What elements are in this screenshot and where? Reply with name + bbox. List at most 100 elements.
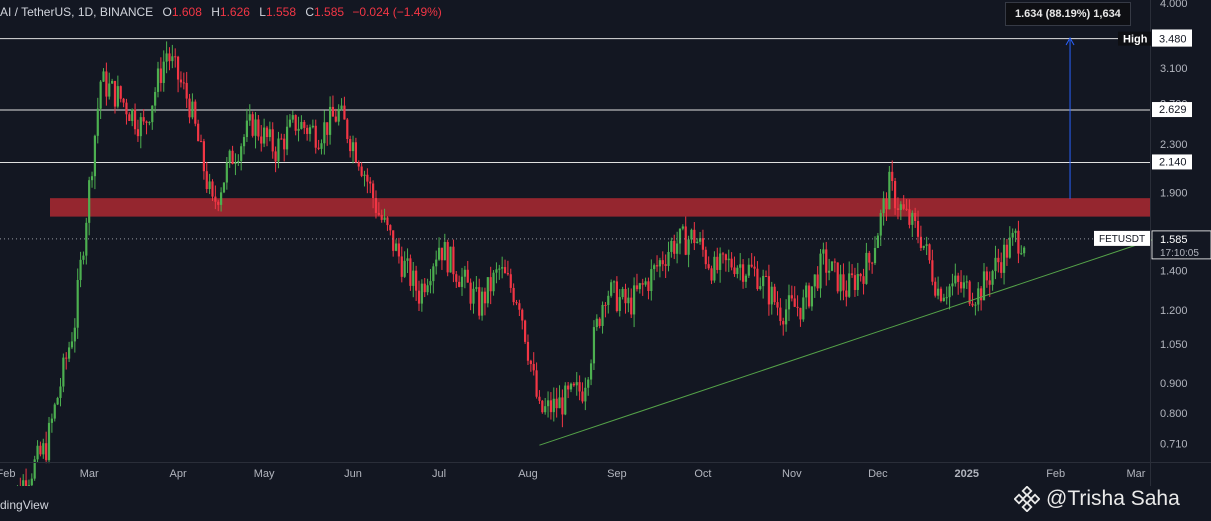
candle-body-220 — [635, 285, 639, 290]
candle-body-99 — [288, 119, 292, 127]
candle-body-281 — [810, 286, 814, 307]
candle-body-275 — [793, 298, 796, 307]
candle-body-293 — [845, 290, 848, 297]
candle-body-266 — [767, 276, 770, 305]
candle-body-348 — [1002, 244, 1006, 273]
candle-body-60 — [176, 56, 180, 80]
candle-body-131 — [380, 214, 383, 220]
candle-body-165 — [478, 287, 481, 316]
candle-body-283 — [816, 274, 819, 289]
candle-body-110 — [320, 143, 323, 149]
candle-body-324 — [934, 281, 937, 296]
candle-body-51 — [151, 105, 154, 123]
y-tick-6: 1.200 — [1160, 305, 1188, 317]
symbol-tag-box — [1094, 230, 1150, 246]
candle-body-74 — [217, 201, 220, 205]
candle-body-132 — [383, 217, 386, 220]
candle-body-296 — [853, 275, 857, 290]
candle-body-63 — [185, 82, 188, 99]
candle-body-241 — [696, 241, 699, 244]
candle-body-173 — [501, 267, 504, 269]
candle-body-192 — [555, 398, 558, 409]
candle-body-330 — [951, 283, 954, 287]
candle-body-134 — [389, 225, 392, 231]
candle-body-31 — [93, 135, 97, 177]
candle-body-238 — [687, 239, 690, 255]
candle-body-168 — [486, 277, 489, 304]
candle-body-203 — [587, 379, 590, 388]
candle-body-271 — [782, 321, 785, 325]
candle-body-240 — [693, 229, 696, 244]
x-tick-8: Oct — [694, 468, 711, 480]
candle-body-346 — [997, 257, 1000, 263]
candle-body-12 — [39, 445, 42, 455]
level-label-2-box — [1152, 154, 1192, 170]
candle-body-35 — [105, 71, 108, 97]
legend-open-label: O — [162, 5, 172, 19]
candle-body-97 — [283, 138, 286, 150]
x-tick-2: Apr — [170, 468, 187, 480]
candle-body-315 — [908, 209, 911, 225]
candle-body-11 — [36, 445, 39, 460]
x-tick-10: Dec — [868, 468, 888, 480]
candle-body-187 — [541, 400, 544, 413]
y-tick-5: 1.400 — [1160, 266, 1188, 278]
candle-body-105 — [306, 127, 309, 134]
candle-body-95 — [277, 138, 280, 162]
candle-body-270 — [779, 307, 782, 322]
candle-body-323 — [931, 260, 934, 282]
candle-body-61 — [179, 79, 183, 83]
candle-body-76 — [222, 182, 226, 193]
candle-body-228 — [658, 260, 662, 267]
candle-body-77 — [225, 162, 228, 183]
candle-body-22 — [67, 347, 71, 359]
y-tick-8: 0.900 — [1160, 378, 1188, 390]
candle-body-158 — [458, 281, 461, 287]
candle-body-98 — [285, 126, 289, 150]
candle-body-111 — [323, 122, 326, 144]
x-tick-9: Nov — [782, 468, 802, 480]
candle-body-93 — [271, 129, 274, 152]
legend-close-label: C — [305, 5, 315, 19]
y-tick-4: 1.900 — [1160, 188, 1188, 200]
candle-body-125 — [363, 174, 366, 176]
candle-body-249 — [719, 253, 722, 270]
candle-body-207 — [598, 318, 601, 326]
candle-body-190 — [549, 400, 553, 413]
candle-body-354 — [1020, 253, 1023, 255]
candle-body-156 — [452, 246, 455, 275]
candle-body-79 — [231, 150, 234, 165]
candle-body-21 — [65, 357, 68, 359]
candle-body-146 — [423, 283, 426, 293]
candle-body-208 — [601, 304, 604, 326]
candle-body-260 — [750, 264, 753, 267]
tradingview-brand[interactable]: dingView — [0, 498, 49, 512]
candle-body-145 — [420, 283, 423, 304]
candle-body-262 — [756, 268, 759, 290]
candle-body-172 — [498, 268, 501, 270]
candle-body-290 — [836, 262, 839, 292]
candle-body-333 — [959, 281, 963, 289]
legend-low: 1.558 — [265, 5, 296, 19]
candle-body-319 — [919, 236, 922, 248]
candle-body-224 — [647, 281, 650, 292]
candle-body-120 — [349, 138, 352, 152]
candle-body-65 — [191, 101, 194, 118]
candle-body-139 — [403, 260, 406, 277]
y-tick-0: 4.000 — [1160, 0, 1188, 10]
candle-body-272 — [785, 309, 788, 325]
candle-body-114 — [331, 106, 335, 117]
candle-body-73 — [214, 196, 217, 202]
candle-body-29 — [88, 180, 91, 223]
candle-body-155 — [449, 246, 452, 273]
candle-body-210 — [607, 295, 610, 306]
candle-body-17 — [53, 404, 56, 419]
candle-body-274 — [790, 295, 793, 299]
candle-body-242 — [698, 238, 702, 242]
candle-body-200 — [578, 382, 581, 392]
candle-body-66 — [194, 101, 197, 124]
candle-body-151 — [437, 247, 441, 260]
level-label-1-box — [1152, 102, 1192, 118]
candle-body-83 — [242, 137, 246, 147]
